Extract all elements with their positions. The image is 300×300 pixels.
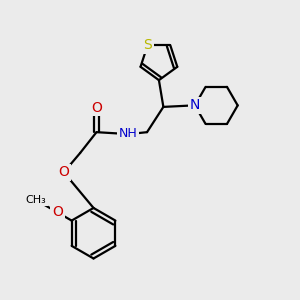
Text: CH₃: CH₃ xyxy=(26,195,46,205)
Text: O: O xyxy=(52,206,63,219)
Text: O: O xyxy=(58,165,69,179)
Text: NH: NH xyxy=(118,127,137,140)
Text: N: N xyxy=(190,98,200,112)
Text: S: S xyxy=(143,38,152,52)
Text: O: O xyxy=(91,101,102,115)
